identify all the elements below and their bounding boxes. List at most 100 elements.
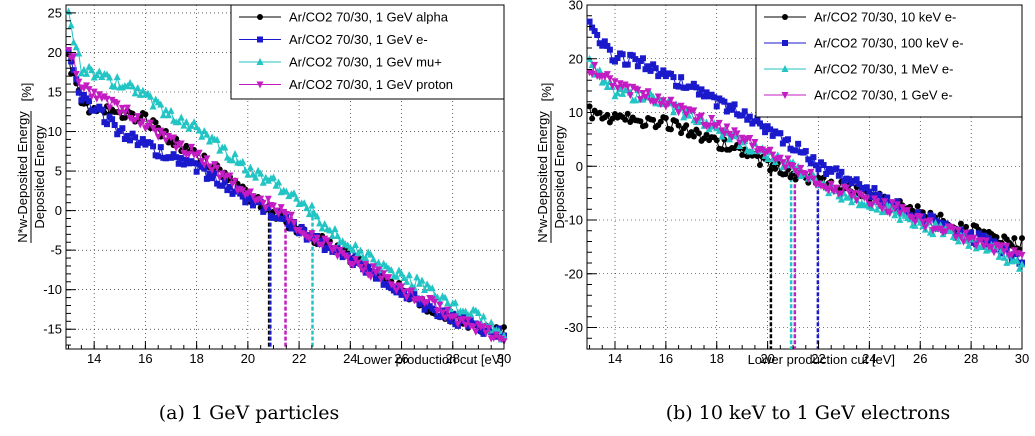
data-point — [282, 210, 290, 218]
data-point — [321, 220, 329, 228]
data-point — [926, 217, 934, 225]
data-point — [377, 275, 385, 283]
data-point — [421, 306, 428, 313]
data-point — [606, 46, 613, 53]
data-point — [157, 100, 165, 108]
data-point — [1008, 251, 1016, 259]
data-point — [914, 209, 921, 216]
data-point — [249, 202, 256, 209]
ticks: 14 16 18 20 22 24 26 28 30 -30 -20 -10 0 10 20 30 — [564, 0, 1029, 366]
y-tick-label: 10 — [569, 105, 583, 120]
data-point — [82, 82, 90, 90]
data-point — [807, 168, 815, 176]
data-point — [213, 135, 221, 143]
data-point — [239, 193, 246, 200]
legend-label: Ar/CO2 70/30, 1 MeV e- — [814, 62, 953, 77]
data-point — [70, 67, 77, 74]
data-point — [167, 106, 175, 114]
data-point — [265, 204, 272, 211]
data-point — [767, 126, 774, 133]
data-point — [733, 130, 741, 138]
data-point — [856, 181, 863, 188]
data-point — [688, 83, 695, 90]
data-point — [767, 167, 774, 174]
data-point — [708, 115, 716, 123]
data-point — [675, 109, 683, 117]
data-point — [937, 211, 944, 218]
data-point — [720, 130, 728, 138]
data-point — [754, 115, 761, 122]
data-point — [853, 176, 860, 183]
data-point — [713, 137, 720, 144]
data-point — [472, 320, 479, 327]
data-point — [959, 238, 967, 246]
data-point — [159, 111, 167, 119]
data-point — [403, 294, 411, 302]
data-point — [611, 58, 618, 65]
y-tick-label: -20 — [564, 266, 583, 281]
data-point — [285, 221, 292, 228]
data-point — [589, 115, 596, 122]
data-point — [480, 330, 487, 337]
data-point — [159, 130, 167, 138]
x-axis-label: Lower production cut [eV] — [748, 352, 895, 367]
data-point — [622, 116, 629, 123]
data-point — [293, 194, 301, 202]
data-point — [134, 113, 142, 121]
data-point — [257, 169, 265, 177]
data-point — [139, 136, 146, 143]
legend-marker — [781, 92, 789, 99]
data-point — [1015, 264, 1023, 272]
data-point — [794, 171, 802, 179]
data-point — [173, 154, 180, 161]
data-point — [501, 324, 507, 331]
data-point — [604, 42, 611, 49]
data-point — [982, 237, 990, 245]
data-point — [121, 109, 129, 117]
data-point — [406, 295, 413, 302]
data-point — [131, 89, 139, 97]
data-point — [149, 102, 157, 110]
data-point — [912, 215, 919, 222]
data-point — [977, 237, 985, 245]
data-point — [109, 116, 116, 123]
data-point — [634, 86, 642, 94]
data-point — [323, 237, 331, 245]
data-point — [67, 21, 75, 29]
data-point — [990, 249, 998, 257]
data-point — [154, 133, 162, 141]
data-point — [482, 330, 490, 338]
data-point — [369, 263, 377, 271]
data-point — [208, 167, 216, 175]
data-point — [632, 56, 639, 63]
data-point — [645, 63, 652, 70]
data-point — [431, 307, 438, 314]
y-tick-label: 30 — [569, 0, 583, 13]
data-point — [952, 234, 960, 242]
data-point — [246, 163, 254, 171]
y-tick-label: 10 — [48, 124, 62, 139]
data-point — [374, 258, 382, 266]
data-point — [608, 82, 616, 90]
data-point — [132, 134, 139, 141]
data-point — [764, 155, 772, 163]
data-point — [711, 94, 718, 101]
data-point — [113, 73, 121, 81]
data-point — [121, 135, 128, 142]
data-point — [667, 70, 674, 77]
data-point — [657, 118, 664, 125]
data-point — [95, 67, 103, 75]
data-point — [93, 71, 101, 79]
data-point — [624, 61, 631, 68]
data-point — [305, 210, 313, 218]
data-point — [614, 54, 621, 61]
data-point — [713, 103, 720, 110]
legend-label: Ar/CO2 70/30, 1 GeV proton — [289, 77, 453, 92]
y-tick-label: -10 — [43, 282, 62, 297]
data-point — [387, 266, 395, 274]
y-axis-label-numerator: N*w-Deposited Energy — [535, 111, 550, 243]
data-point — [226, 172, 234, 180]
data-point — [221, 143, 229, 151]
data-point — [690, 107, 698, 115]
data-point — [629, 52, 636, 59]
